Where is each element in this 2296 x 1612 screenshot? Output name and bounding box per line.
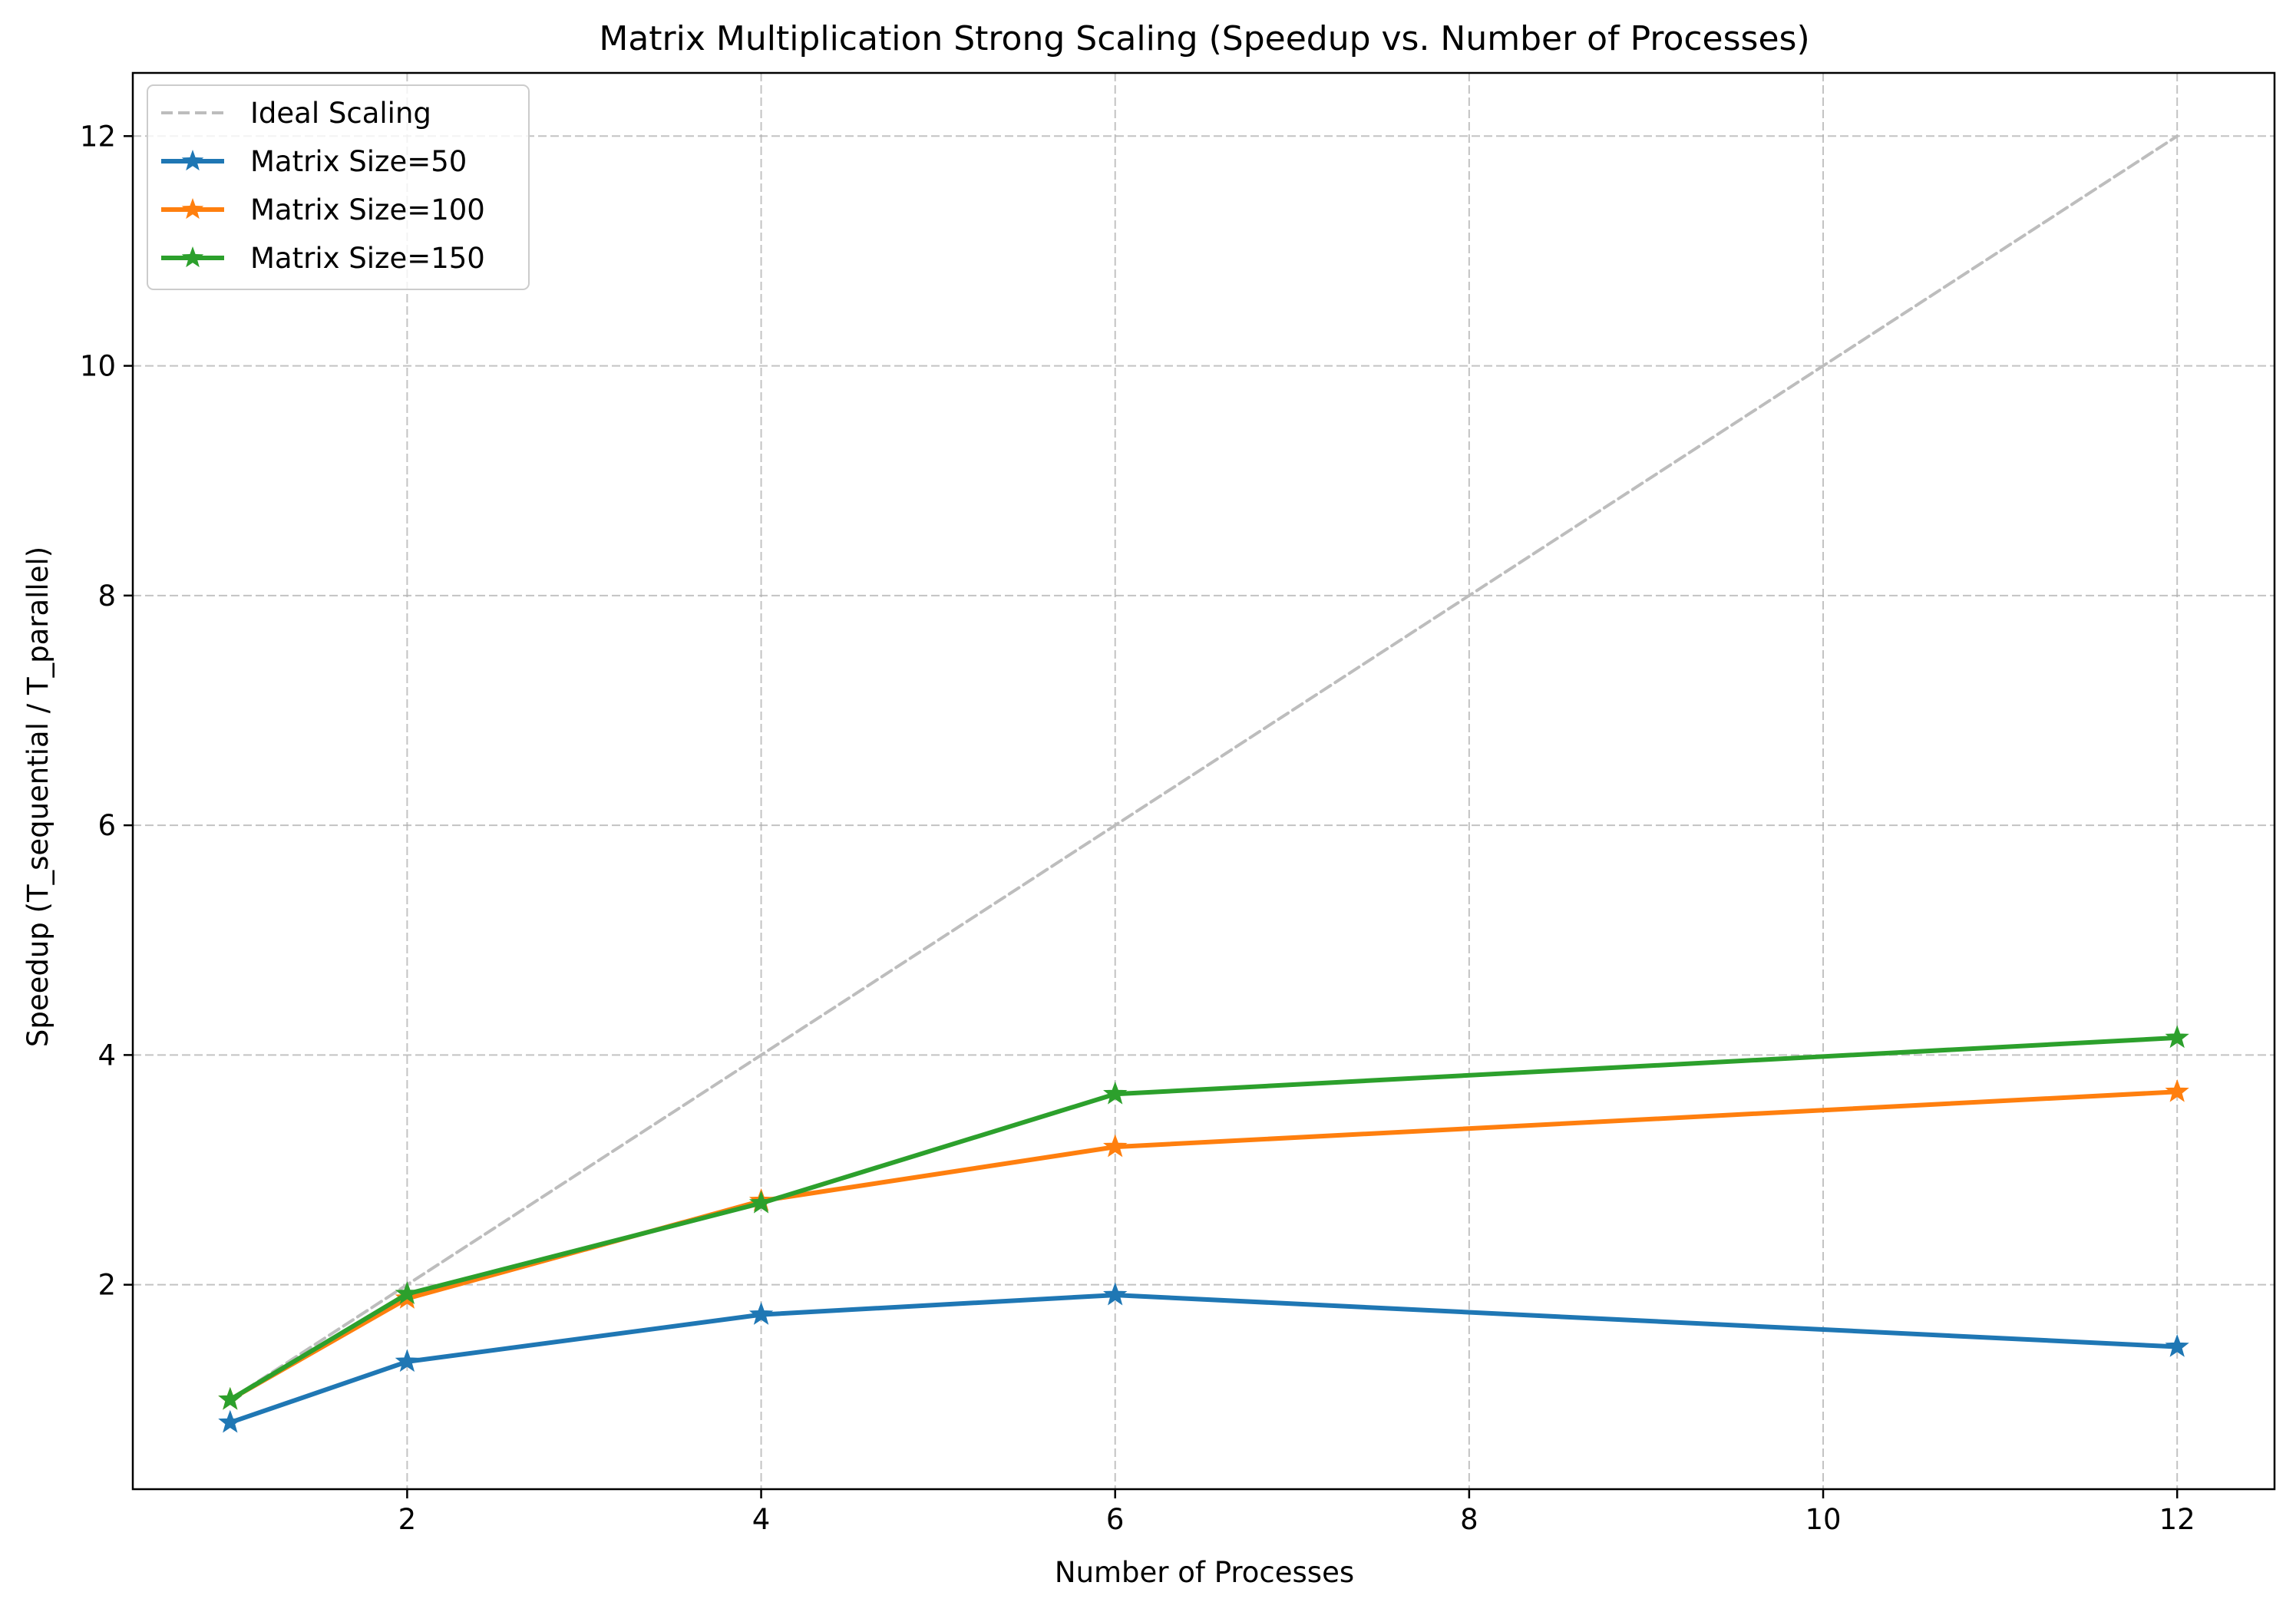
series-2: [218, 1282, 2189, 1433]
data-point-marker: [395, 1349, 420, 1373]
x-tick-label: 8: [1460, 1503, 1478, 1536]
y-tick-label: 6: [97, 809, 116, 842]
plot-series: [218, 134, 2189, 1433]
legend-label: Matrix Size=50: [250, 145, 467, 178]
chart-title: Matrix Multiplication Strong Scaling (Sp…: [599, 19, 1809, 58]
plot-frame: [131, 71, 2276, 1491]
data-point-marker: [218, 1386, 243, 1410]
legend-box: [147, 84, 530, 290]
y-tick-label: 12: [80, 120, 116, 153]
y-tick-label: 10: [80, 350, 116, 383]
legend-item-2: Matrix Size=50: [161, 145, 467, 178]
data-point-marker: [1103, 1282, 1128, 1306]
legend-item-3: Matrix Size=100: [161, 193, 485, 226]
data-point-marker: [748, 1302, 774, 1325]
axis-ticks: 2 4 6 8 10 12 2 4 6 8 10 12: [80, 120, 2195, 1536]
series-4: [218, 1025, 2189, 1410]
data-point-marker: [2165, 1334, 2189, 1357]
y-tick-label: 8: [97, 580, 116, 613]
legend-label: Ideal Scaling: [250, 97, 431, 130]
legend-item-1: Ideal Scaling: [161, 97, 431, 130]
y-tick-label: 2: [97, 1269, 116, 1302]
y-axis-label: Speedup (T_sequential / T_parallel): [21, 547, 55, 1047]
legend: Ideal Scaling Matrix Size=50 Matrix Size=1…: [147, 84, 530, 290]
x-tick-label: 12: [2159, 1503, 2195, 1536]
y-tick-label: 4: [97, 1039, 116, 1072]
series-line: [228, 134, 2179, 1402]
data-point-marker: [1103, 1081, 1128, 1105]
legend-swatch-marker: [181, 246, 204, 268]
data-point-marker: [748, 1190, 774, 1214]
series-1: [228, 134, 2179, 1402]
x-tick-label: 4: [752, 1503, 771, 1536]
grid: [133, 73, 2275, 1489]
legend-label: Matrix Size=100: [250, 193, 485, 226]
legend-label: Matrix Size=150: [250, 242, 485, 275]
legend-swatch-marker: [181, 150, 204, 171]
data-point-marker: [218, 1409, 243, 1433]
legend-item-4: Matrix Size=150: [161, 242, 485, 275]
x-tick-label: 6: [1106, 1503, 1125, 1536]
data-point-marker: [2165, 1079, 2189, 1102]
data-point-marker: [2165, 1025, 2189, 1049]
data-point-marker: [395, 1281, 420, 1304]
data-point-marker: [1103, 1134, 1128, 1158]
legend-swatch-marker: [181, 198, 204, 220]
x-tick-label: 10: [1805, 1503, 1841, 1536]
x-axis-label: Number of Processes: [1055, 1556, 1354, 1589]
x-tick-label: 2: [398, 1503, 417, 1536]
